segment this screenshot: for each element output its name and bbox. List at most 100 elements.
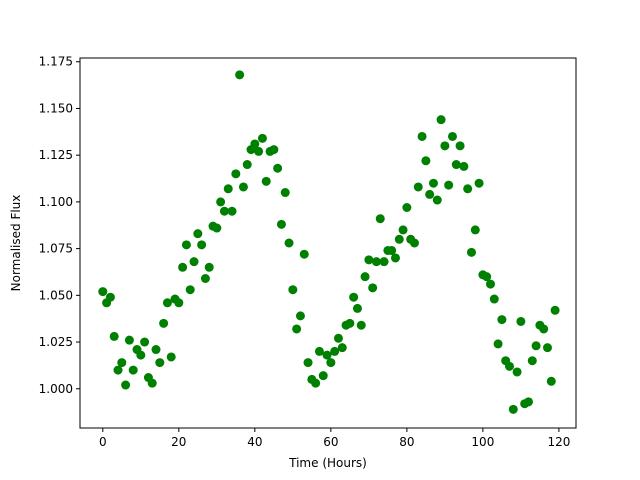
point	[174, 298, 184, 308]
point	[109, 331, 119, 341]
point	[466, 247, 476, 257]
point	[459, 161, 469, 171]
point	[371, 257, 381, 267]
y-tick-label: 1.100	[39, 195, 73, 209]
point	[250, 139, 260, 149]
point	[151, 345, 161, 355]
point	[314, 346, 324, 356]
x-tick-label: 120	[547, 435, 570, 449]
point	[489, 294, 499, 304]
point	[269, 145, 279, 155]
point	[292, 324, 302, 334]
point	[436, 115, 446, 125]
y-tick-label: 1.150	[39, 101, 73, 115]
point	[432, 195, 442, 205]
point	[531, 341, 541, 351]
point	[428, 178, 438, 188]
point	[375, 214, 385, 224]
point	[326, 358, 336, 368]
point	[508, 404, 518, 414]
point	[337, 343, 347, 353]
point	[409, 238, 419, 248]
x-tick-label: 80	[399, 435, 414, 449]
point	[121, 380, 131, 390]
point	[322, 350, 332, 360]
point	[368, 283, 378, 293]
point	[288, 285, 298, 295]
y-tick-label: 1.000	[39, 382, 73, 396]
point	[295, 311, 305, 321]
point	[387, 245, 397, 255]
point	[235, 70, 245, 80]
point	[147, 378, 157, 388]
point	[349, 292, 359, 302]
point	[166, 352, 176, 362]
point	[356, 320, 366, 330]
x-tick-label: 20	[171, 435, 186, 449]
point	[178, 262, 188, 272]
point	[136, 350, 146, 360]
point	[254, 146, 264, 156]
point	[98, 287, 108, 297]
point	[444, 180, 454, 190]
point	[546, 376, 556, 386]
point	[455, 141, 465, 151]
point	[482, 272, 492, 282]
point	[155, 358, 165, 368]
x-axis-label: Time (Hours)	[288, 456, 367, 470]
point	[303, 358, 313, 368]
point	[273, 163, 283, 173]
point	[242, 160, 252, 170]
point	[360, 272, 370, 282]
x-tick-label: 100	[471, 435, 494, 449]
point	[193, 229, 203, 239]
point	[223, 184, 233, 194]
point	[504, 361, 514, 371]
point	[364, 255, 374, 265]
point	[470, 225, 480, 235]
point	[451, 160, 461, 170]
y-tick-label: 1.025	[39, 335, 73, 349]
y-tick-label: 1.075	[39, 242, 73, 256]
y-tick-label: 1.175	[39, 55, 73, 69]
point	[197, 240, 207, 250]
point	[539, 324, 549, 334]
x-tick-label: 0	[99, 435, 107, 449]
point	[474, 178, 484, 188]
y-tick-label: 1.050	[39, 288, 73, 302]
point	[204, 262, 214, 272]
point	[185, 285, 195, 295]
point	[485, 279, 495, 289]
point	[257, 133, 267, 143]
y-tick-label: 1.125	[39, 148, 73, 162]
point	[162, 298, 172, 308]
point	[493, 339, 503, 349]
point	[497, 315, 507, 325]
x-tick-label: 60	[323, 435, 338, 449]
point	[113, 365, 123, 375]
point	[212, 223, 222, 233]
point	[238, 182, 248, 192]
point	[216, 197, 226, 207]
point	[421, 156, 431, 166]
x-tick-label: 40	[247, 435, 262, 449]
point	[542, 343, 552, 353]
point	[105, 292, 115, 302]
point	[231, 169, 241, 179]
point	[527, 356, 537, 366]
point	[200, 274, 210, 284]
point	[345, 318, 355, 328]
point	[516, 316, 526, 326]
point	[417, 131, 427, 141]
plot-frame	[79, 57, 577, 429]
point	[394, 234, 404, 244]
y-axis-label: Normalised Flux	[9, 195, 23, 292]
point	[219, 206, 229, 216]
point	[398, 225, 408, 235]
point	[523, 397, 533, 407]
point	[440, 141, 450, 151]
point	[330, 346, 340, 356]
point	[189, 257, 199, 267]
